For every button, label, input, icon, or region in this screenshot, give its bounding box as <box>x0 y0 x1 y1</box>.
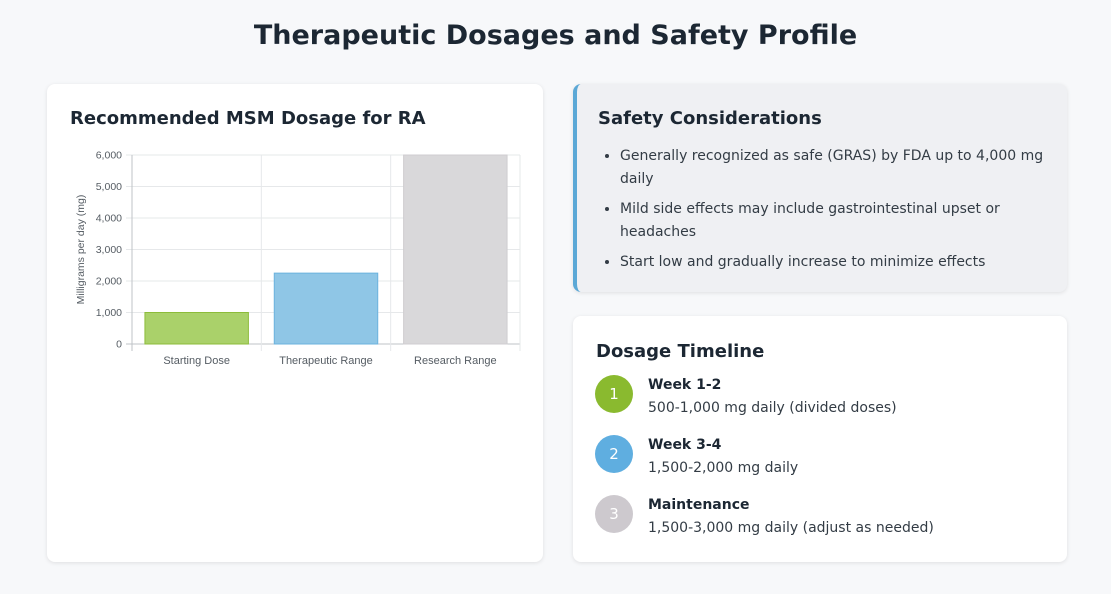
step-description: 1,500-3,000 mg daily (adjust as needed) <box>648 520 934 536</box>
x-category-label: Starting Dose <box>163 355 230 367</box>
step-title: Week 1-2 <box>648 377 722 393</box>
y-tick-label: 2,000 <box>96 276 122 288</box>
y-tick-label: 6,000 <box>96 150 122 162</box>
chart-title: Recommended MSM Dosage for RA <box>70 108 426 129</box>
y-tick-label: 1,000 <box>96 307 122 319</box>
safety-list: Generally recognized as safe (GRAS) by F… <box>598 145 1060 282</box>
step-number-circle: 3 <box>595 495 633 533</box>
bar <box>273 272 379 345</box>
step-title: Week 3-4 <box>648 437 722 453</box>
y-tick-label: 3,000 <box>96 244 122 256</box>
safety-item: Mild side effects may include gastrointe… <box>620 198 1060 243</box>
step-description: 500-1,000 mg daily (divided doses) <box>648 400 897 416</box>
dosage-bar-chart: 0 1,000 2,000 3,000 4,000 5,000 6,000 Starting … <box>75 150 521 367</box>
x-category-label: Therapeutic Range <box>279 355 373 367</box>
step-number-circle: 2 <box>595 435 633 473</box>
safety-item: Start low and gradually increase to mini… <box>620 251 1060 274</box>
y-tick-label: 5,000 <box>96 181 122 193</box>
step-title: Maintenance <box>648 497 750 513</box>
page-title: Therapeutic Dosages and Safety Profile <box>253 20 858 51</box>
timeline-card: Dosage Timeline 1 Week 1-2 500-1,000 mg … <box>573 316 1067 562</box>
y-tick-label: 0 <box>116 339 122 351</box>
bar <box>144 312 249 345</box>
step-number-circle: 1 <box>595 375 633 413</box>
timeline-step: 3 Maintenance 1,500-3,000 mg daily (adju… <box>595 495 1035 536</box>
safety-card: Safety Considerations Generally recogniz… <box>573 84 1067 292</box>
y-tick-label: 4,000 <box>96 213 122 225</box>
timeline-title: Dosage Timeline <box>596 341 765 362</box>
bar <box>403 154 508 345</box>
timeline-step: 2 Week 3-4 1,500-2,000 mg daily <box>595 435 1035 476</box>
safety-title: Safety Considerations <box>598 108 822 129</box>
step-description: 1,500-2,000 mg daily <box>648 460 799 476</box>
y-axis-label: Milligrams per day (mg) <box>75 195 87 305</box>
dosage-chart-card: Recommended MSM Dosage for RA 0 1,000 2,00… <box>47 84 543 562</box>
timeline-step: 1 Week 1-2 500-1,000 mg daily (divided d… <box>595 375 1035 416</box>
safety-item: Generally recognized as safe (GRAS) by F… <box>620 145 1060 190</box>
x-category-label: Research Range <box>414 355 497 367</box>
